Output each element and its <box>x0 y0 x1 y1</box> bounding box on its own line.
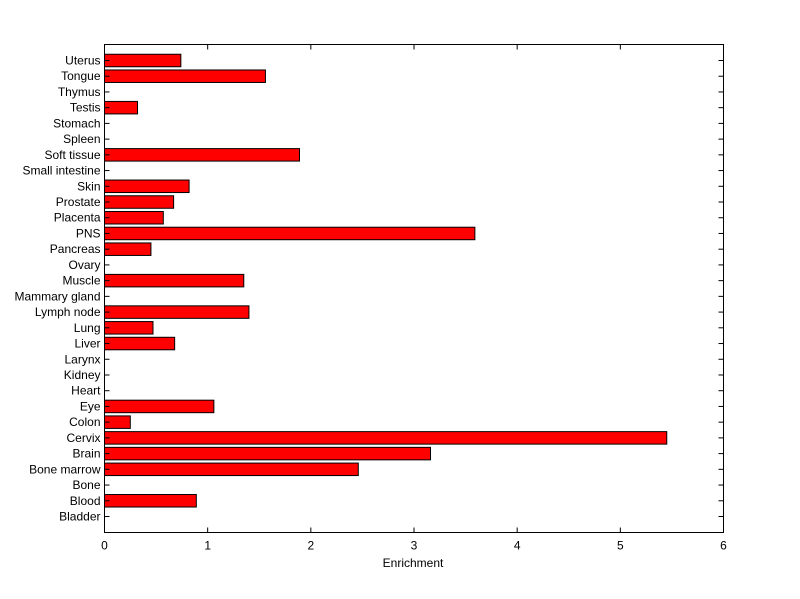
x-tick-label-5: 5 <box>617 539 624 553</box>
x-axis-label: Enrichment <box>383 556 444 570</box>
y-tick-label-thymus: Thymus <box>58 85 101 99</box>
y-tick-label-prostate: Prostate <box>56 195 101 209</box>
bar-brain <box>104 446 432 461</box>
bar-soft-tissue <box>104 148 300 162</box>
bar-skin <box>104 179 190 194</box>
x-tick-label-4: 4 <box>514 539 521 553</box>
y-tick-label-small-intestine: Small intestine <box>22 164 100 178</box>
x-tick-label-3: 3 <box>411 539 418 553</box>
bar-placenta <box>104 210 164 225</box>
y-tick-label-cervix: Cervix <box>66 431 100 445</box>
y-tick-label-testis: Testis <box>70 101 101 115</box>
y-tick-label-skin: Skin <box>77 179 100 193</box>
y-tick-label-ovary: Ovary <box>68 258 100 272</box>
y-tick-label-soft-tissue: Soft tissue <box>44 148 100 162</box>
y-tick-label-liver: Liver <box>74 337 100 351</box>
y-tick-label-colon: Colon <box>69 415 100 429</box>
y-tick-label-lymph-node: Lymph node <box>35 305 101 319</box>
y-tick-label-blood: Blood <box>70 494 101 508</box>
y-tick-label-mammary-gland: Mammary gland <box>14 289 100 303</box>
bar-pns <box>104 226 476 241</box>
bar-lymph-node <box>104 305 250 319</box>
y-tick-label-pns: PNS <box>76 226 101 240</box>
y-tick-label-lung: Lung <box>74 321 101 335</box>
y-tick-label-heart: Heart <box>71 384 101 398</box>
bar-liver <box>104 336 176 351</box>
bar-prostate <box>104 195 175 209</box>
y-tick-label-stomach: Stomach <box>53 116 100 130</box>
y-tick-label-brain: Brain <box>72 447 100 461</box>
y-tick-label-eye: Eye <box>80 399 101 413</box>
y-tick-label-pancreas: Pancreas <box>50 242 101 256</box>
bar-lung <box>104 321 154 335</box>
y-tick-label-muscle: Muscle <box>62 274 100 288</box>
y-tick-label-bone: Bone <box>72 478 100 492</box>
bar-muscle <box>104 273 245 288</box>
bar-eye <box>104 399 215 414</box>
x-tick-label-1: 1 <box>204 539 211 553</box>
x-tick-label-6: 6 <box>720 539 727 553</box>
x-tick-label-0: 0 <box>101 539 108 553</box>
y-tick-label-larynx: Larynx <box>64 352 100 366</box>
bars-group <box>104 53 668 508</box>
y-tick-label-placenta: Placenta <box>54 211 101 225</box>
bar-bone-marrow <box>104 462 359 477</box>
bar-uterus <box>104 53 182 68</box>
y-tick-label-bone-marrow: Bone marrow <box>29 462 101 476</box>
y-tick-label-kidney: Kidney <box>64 368 101 382</box>
bar-cervix <box>104 431 668 445</box>
x-tick-label-2: 2 <box>307 539 314 553</box>
bar-tongue <box>104 69 266 83</box>
x-axis-ticks: 0 1 2 3 4 5 6 <box>101 44 727 553</box>
y-tick-label-spleen: Spleen <box>63 132 100 146</box>
bar-pancreas <box>104 242 152 256</box>
y-tick-label-uterus: Uterus <box>65 54 100 68</box>
bar-blood <box>104 494 197 508</box>
y-tick-label-bladder: Bladder <box>59 510 100 524</box>
y-tick-label-tongue: Tongue <box>61 69 101 83</box>
